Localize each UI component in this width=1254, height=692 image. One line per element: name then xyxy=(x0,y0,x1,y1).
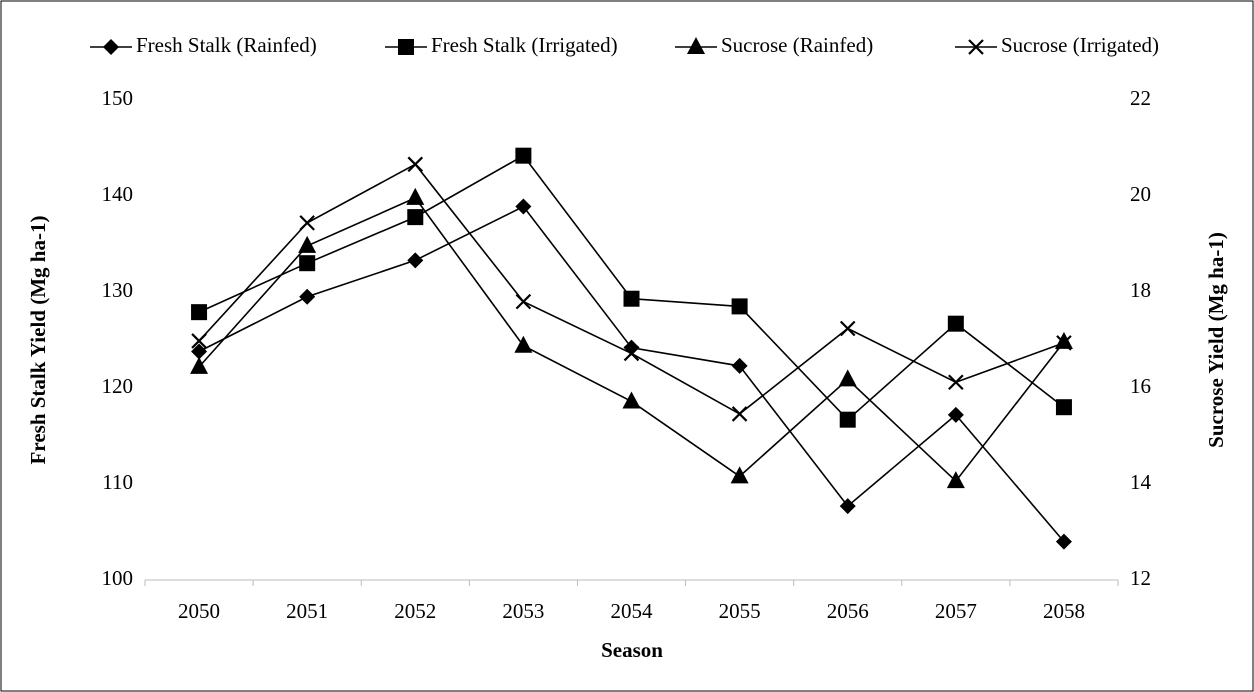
marker xyxy=(1056,335,1072,351)
y2-tick-label: 22 xyxy=(1130,86,1151,110)
marker xyxy=(191,304,208,321)
marker xyxy=(407,252,424,269)
marker xyxy=(839,498,856,515)
marker xyxy=(514,335,533,353)
y-tick-label: 130 xyxy=(102,278,134,302)
x-tick-label: 2051 xyxy=(286,599,328,623)
marker xyxy=(398,39,414,55)
legend-label: Sucrose (Irrigated) xyxy=(1001,33,1159,57)
marker xyxy=(839,320,856,337)
marker xyxy=(190,356,209,374)
marker xyxy=(298,235,317,253)
y2-tick-label: 12 xyxy=(1130,566,1151,590)
marker xyxy=(968,39,984,55)
marker xyxy=(515,147,532,164)
x-tick-label: 2057 xyxy=(935,599,977,623)
y2-tick-label: 18 xyxy=(1130,278,1151,302)
marker xyxy=(407,209,424,226)
x-tick-label: 2050 xyxy=(178,599,220,623)
legend-label: Sucrose (Rainfed) xyxy=(721,33,873,57)
marker xyxy=(838,369,857,387)
marker xyxy=(407,156,424,173)
marker xyxy=(299,215,315,231)
marker xyxy=(731,406,748,422)
y2-tick-label: 14 xyxy=(1130,470,1152,494)
marker xyxy=(406,187,425,205)
marker xyxy=(839,411,856,428)
marker xyxy=(1055,399,1072,416)
x-tick-label: 2056 xyxy=(827,599,869,623)
marker xyxy=(731,298,748,315)
marker xyxy=(947,406,964,423)
marker xyxy=(623,345,640,362)
marker xyxy=(103,39,119,55)
marker xyxy=(515,293,532,310)
x-tick-label: 2054 xyxy=(611,599,654,623)
marker xyxy=(622,391,641,409)
marker xyxy=(946,471,965,489)
x-tick-label: 2052 xyxy=(394,599,436,623)
y2-tick-label: 16 xyxy=(1130,374,1151,398)
marker xyxy=(947,315,964,332)
x-tick-label: 2055 xyxy=(719,599,761,623)
y-tick-label: 100 xyxy=(102,566,134,590)
x-tick-label: 2058 xyxy=(1043,599,1085,623)
marker xyxy=(731,357,748,374)
x-tick-label: 2053 xyxy=(502,599,544,623)
marker xyxy=(948,374,964,391)
y-tick-label: 110 xyxy=(102,470,133,494)
marker xyxy=(687,37,705,54)
y-axis-label: Fresh Stalk Yield (Mg ha-1) xyxy=(26,216,50,465)
x-axis-label: Season xyxy=(601,638,663,662)
y2-axis-label: Sucrose Yield (Mg ha-1) xyxy=(1204,232,1228,448)
marker xyxy=(1055,533,1072,550)
marker xyxy=(299,255,316,272)
marker xyxy=(623,290,640,307)
marker xyxy=(191,343,208,360)
marker xyxy=(299,288,316,305)
marker xyxy=(191,333,207,349)
marker xyxy=(515,198,532,215)
y2-tick-label: 20 xyxy=(1130,182,1151,206)
legend-label: Fresh Stalk (Rainfed) xyxy=(136,33,317,57)
legend-label: Fresh Stalk (Irrigated) xyxy=(431,33,618,57)
y-tick-label: 120 xyxy=(102,374,134,398)
marker xyxy=(730,466,749,484)
y-tick-label: 150 xyxy=(102,86,134,110)
y-tick-label: 140 xyxy=(102,182,134,206)
